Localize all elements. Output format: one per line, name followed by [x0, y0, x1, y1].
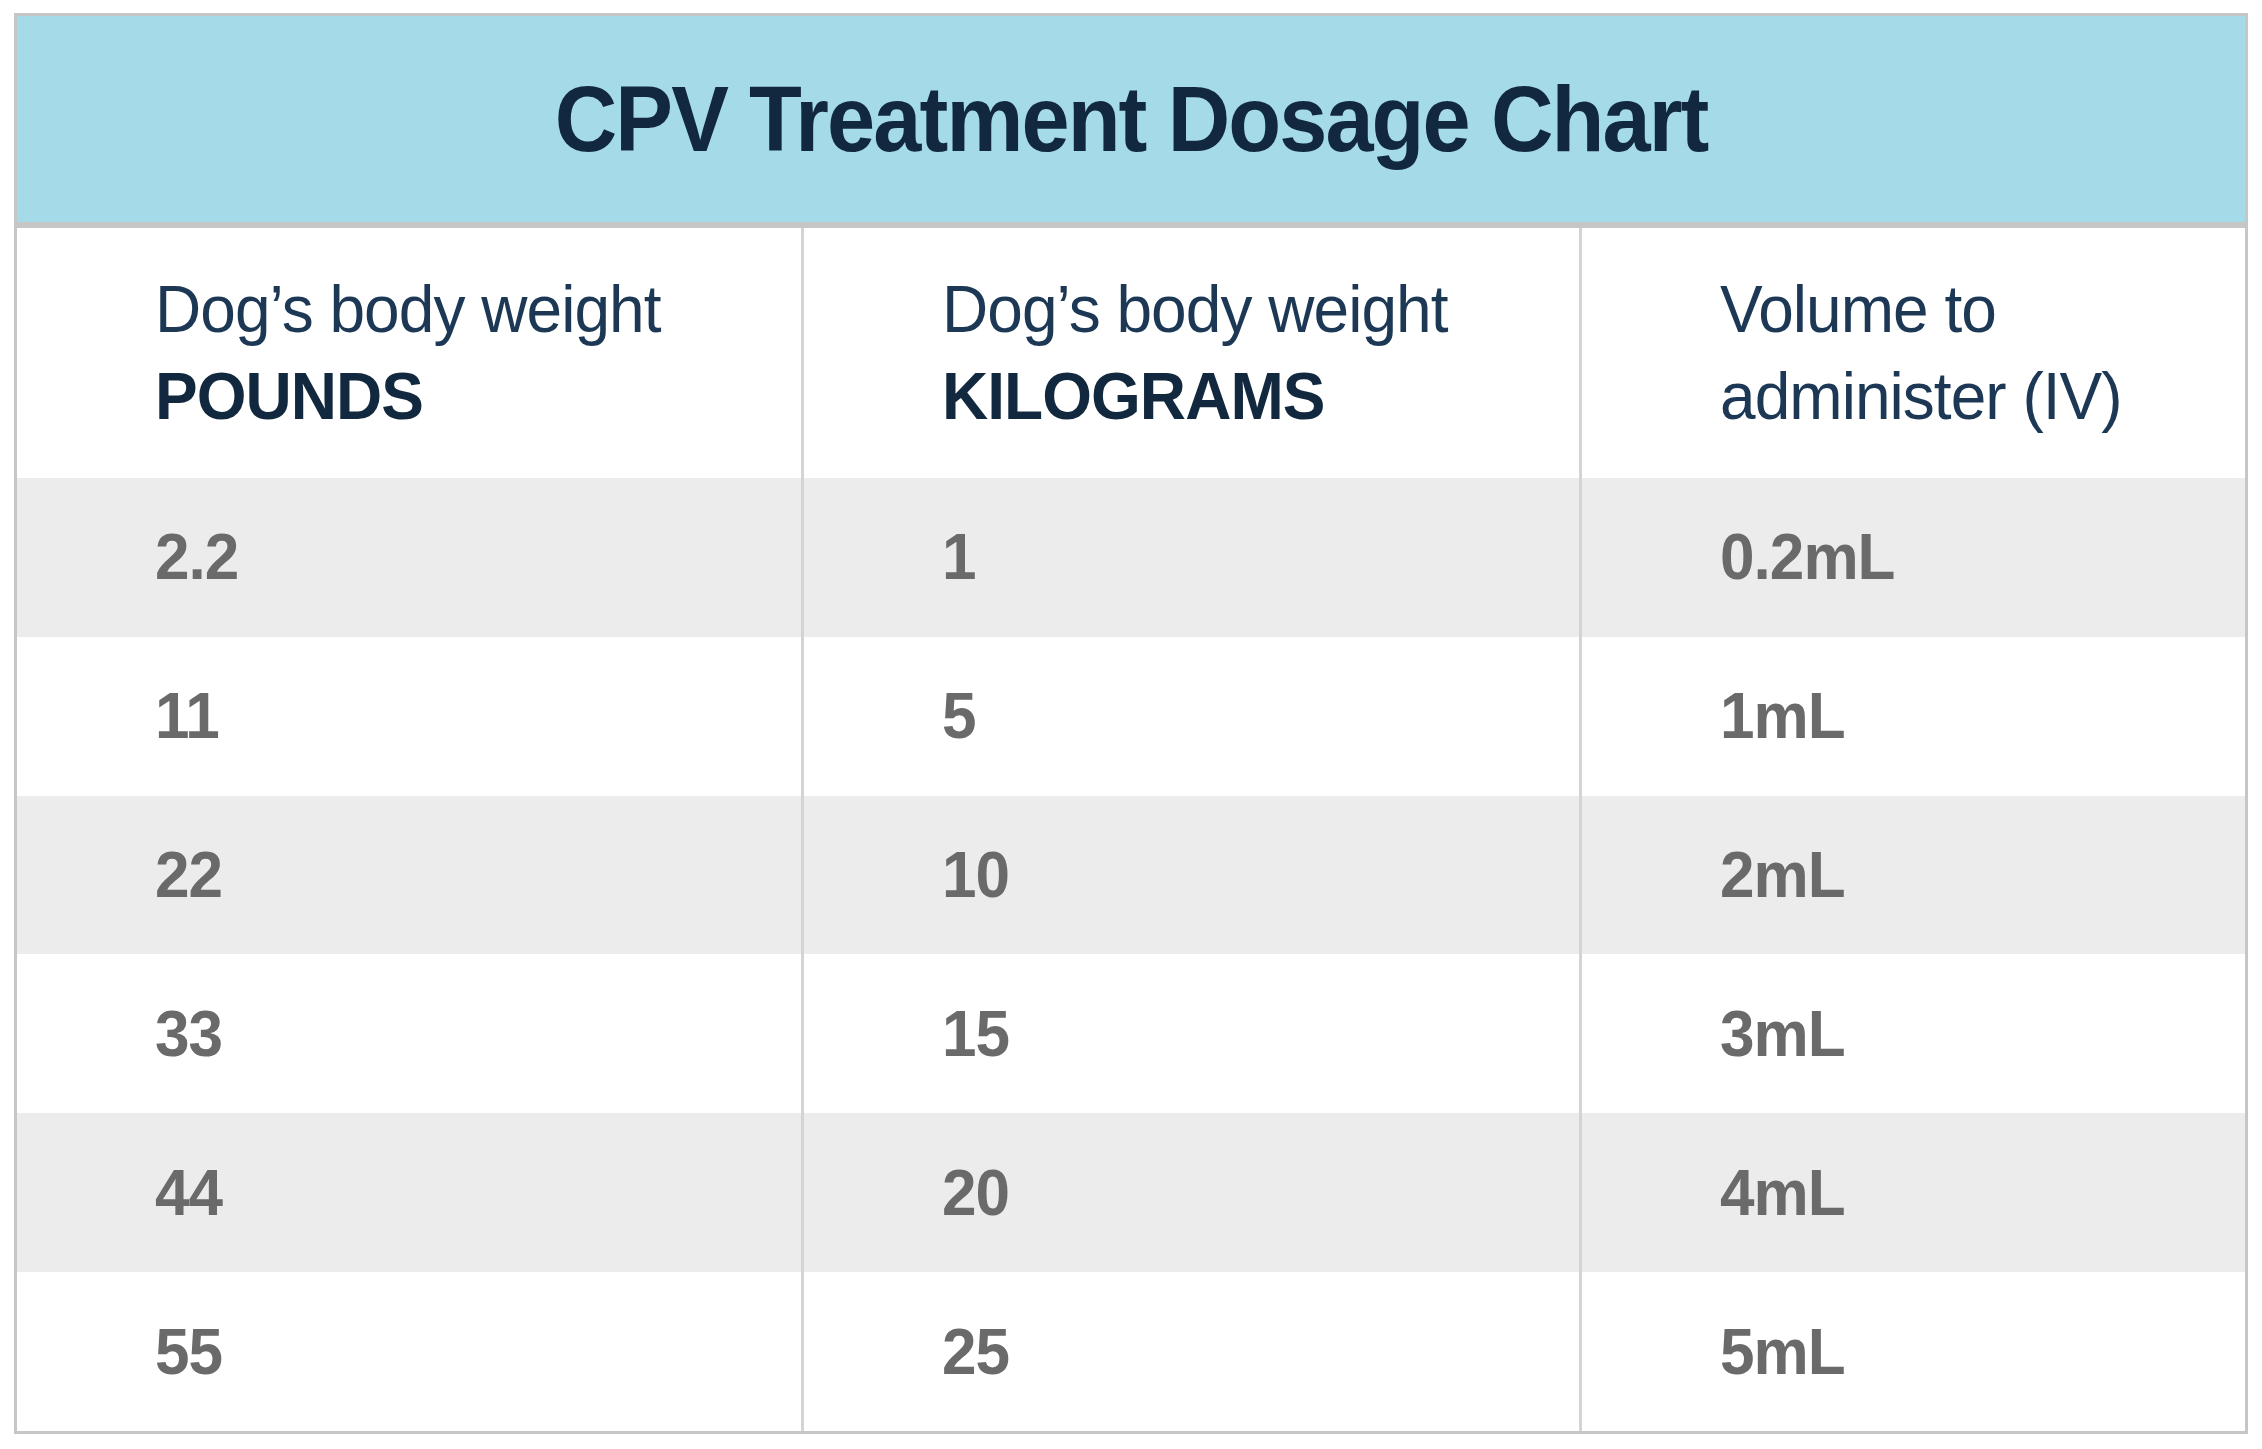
- cell-kilograms: 5: [801, 637, 1579, 796]
- kilograms-value: 10: [942, 838, 1560, 912]
- cell-kilograms: 20: [801, 1113, 1579, 1272]
- volume-value: 1mL: [1720, 679, 2229, 753]
- cell-pounds: 22: [17, 796, 801, 955]
- cell-pounds: 44: [17, 1113, 801, 1272]
- column-header-pounds: Dog’s body weight POUNDS: [17, 228, 801, 478]
- volume-value: 5mL: [1720, 1315, 2229, 1389]
- cell-pounds: 33: [17, 954, 801, 1113]
- kilograms-value: 25: [942, 1315, 1560, 1389]
- dosage-chart-table: CPV Treatment Dosage Chart Dog’s body we…: [14, 13, 2248, 1434]
- pounds-value: 55: [155, 1315, 782, 1389]
- column-header-volume: Volume to administer (IV): [1579, 228, 2245, 478]
- cell-pounds: 11: [17, 637, 801, 796]
- page-title: CPV Treatment Dosage Chart: [555, 67, 1708, 172]
- pounds-value: 2.2: [155, 520, 782, 594]
- column-header-volume-line2: administer (IV): [1720, 353, 2229, 440]
- column-header-pounds-line1: Dog’s body weight: [155, 266, 782, 353]
- column-header-row: Dog’s body weight POUNDS Dog’s body weig…: [17, 228, 2245, 478]
- cell-pounds: 55: [17, 1272, 801, 1431]
- table-row: 2.2 1 0.2mL: [17, 478, 2245, 637]
- column-header-kilograms: Dog’s body weight KILOGRAMS: [801, 228, 1579, 478]
- cell-volume: 2mL: [1579, 796, 2245, 955]
- pounds-value: 44: [155, 1156, 782, 1230]
- pounds-value: 33: [155, 997, 782, 1071]
- cell-pounds: 2.2: [17, 478, 801, 637]
- pounds-value: 22: [155, 838, 782, 912]
- cell-kilograms: 10: [801, 796, 1579, 955]
- volume-value: 0.2mL: [1720, 520, 2229, 594]
- cell-volume: 1mL: [1579, 637, 2245, 796]
- volume-value: 3mL: [1720, 997, 2229, 1071]
- column-header-kilograms-line2: KILOGRAMS: [942, 353, 1560, 440]
- column-header-kilograms-line1: Dog’s body weight: [942, 266, 1560, 353]
- cell-kilograms: 25: [801, 1272, 1579, 1431]
- table-row: 22 10 2mL: [17, 796, 2245, 955]
- kilograms-value: 5: [942, 679, 1560, 753]
- volume-value: 2mL: [1720, 838, 2229, 912]
- column-header-pounds-line2: POUNDS: [155, 353, 782, 440]
- table-row: 55 25 5mL: [17, 1272, 2245, 1431]
- kilograms-value: 1: [942, 520, 1560, 594]
- table-row: 33 15 3mL: [17, 954, 2245, 1113]
- cell-volume: 5mL: [1579, 1272, 2245, 1431]
- table-row: 44 20 4mL: [17, 1113, 2245, 1272]
- volume-value: 4mL: [1720, 1156, 2229, 1230]
- title-banner: CPV Treatment Dosage Chart: [17, 16, 2245, 228]
- cell-volume: 4mL: [1579, 1113, 2245, 1272]
- cell-volume: 3mL: [1579, 954, 2245, 1113]
- cell-kilograms: 1: [801, 478, 1579, 637]
- kilograms-value: 15: [942, 997, 1560, 1071]
- cell-kilograms: 15: [801, 954, 1579, 1113]
- column-header-volume-line1: Volume to: [1720, 266, 2229, 353]
- cell-volume: 0.2mL: [1579, 478, 2245, 637]
- kilograms-value: 20: [942, 1156, 1560, 1230]
- table-row: 11 5 1mL: [17, 637, 2245, 796]
- pounds-value: 11: [155, 679, 782, 753]
